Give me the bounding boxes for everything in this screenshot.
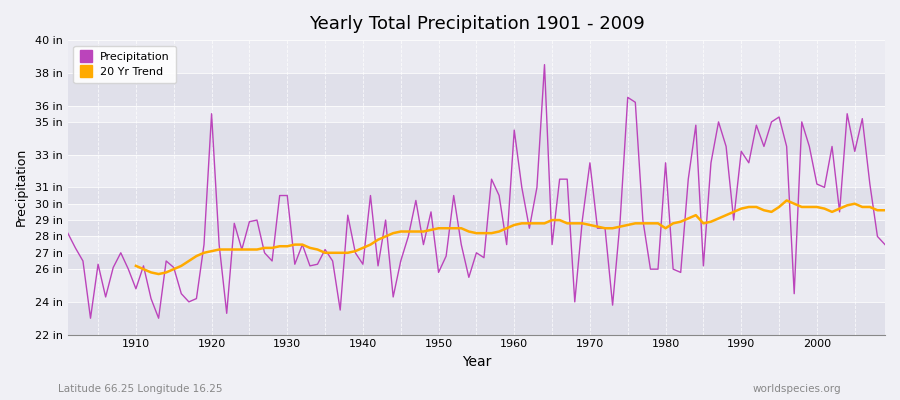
20 Yr Trend xyxy=(781,198,792,203)
Precipitation xyxy=(879,242,890,247)
Precipitation xyxy=(62,231,73,236)
Precipitation xyxy=(297,242,308,247)
Bar xyxy=(68,220,885,236)
20 Yr Trend xyxy=(879,208,890,213)
20 Yr Trend xyxy=(153,272,164,276)
Bar xyxy=(68,269,885,302)
Bar xyxy=(68,73,885,106)
Precipitation xyxy=(130,286,141,291)
Text: worldspecies.org: worldspecies.org xyxy=(753,384,842,394)
Precipitation xyxy=(615,218,626,222)
20 Yr Trend xyxy=(584,222,595,227)
20 Yr Trend xyxy=(834,206,845,211)
X-axis label: Year: Year xyxy=(462,355,491,369)
Precipitation xyxy=(539,62,550,67)
20 Yr Trend xyxy=(312,247,323,252)
Bar xyxy=(68,122,885,155)
Bar xyxy=(68,187,885,204)
Precipitation xyxy=(508,128,519,132)
Precipitation xyxy=(342,213,353,218)
Bar xyxy=(68,302,885,334)
Precipitation xyxy=(86,316,96,321)
Y-axis label: Precipitation: Precipitation xyxy=(15,148,28,226)
Bar xyxy=(68,236,885,253)
Line: 20 Yr Trend: 20 Yr Trend xyxy=(136,200,885,274)
20 Yr Trend xyxy=(282,244,292,249)
Text: Latitude 66.25 Longitude 16.25: Latitude 66.25 Longitude 16.25 xyxy=(58,384,223,394)
Line: Precipitation: Precipitation xyxy=(68,65,885,318)
20 Yr Trend xyxy=(524,221,535,226)
20 Yr Trend xyxy=(130,264,141,268)
Bar xyxy=(68,253,885,269)
Legend: Precipitation, 20 Yr Trend: Precipitation, 20 Yr Trend xyxy=(74,46,176,84)
20 Yr Trend xyxy=(857,204,868,209)
Bar xyxy=(68,40,885,73)
Bar xyxy=(68,204,885,220)
Bar xyxy=(68,106,885,122)
Title: Yearly Total Precipitation 1901 - 2009: Yearly Total Precipitation 1901 - 2009 xyxy=(309,15,644,33)
Bar xyxy=(68,155,885,187)
Precipitation xyxy=(517,185,527,190)
